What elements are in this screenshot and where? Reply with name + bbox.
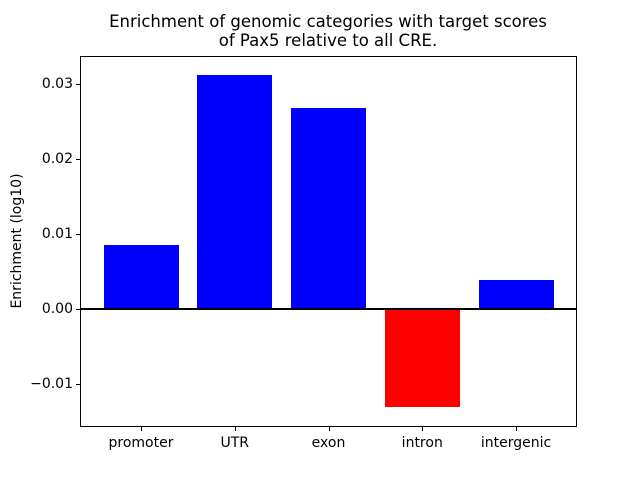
bar-intergenic xyxy=(478,279,554,309)
chart-title-line-2: of Pax5 relative to all CRE. xyxy=(218,30,438,50)
chart-title: Enrichment of genomic categories with ta… xyxy=(109,12,547,50)
bar-exon xyxy=(291,107,366,309)
zero-line xyxy=(81,308,576,310)
x-tick-mark xyxy=(516,427,517,431)
y-tick-label: 0.01 xyxy=(41,226,73,243)
chart-title-line-1: Enrichment of genomic categories with ta… xyxy=(109,12,547,31)
x-tick-label-intron: intron xyxy=(401,435,443,451)
x-tick-mark xyxy=(234,427,236,431)
x-tick-mark xyxy=(422,427,424,431)
plot-area xyxy=(80,56,577,427)
x-tick-label-promoter: promoter xyxy=(108,435,174,451)
y-tick-label: −0.01 xyxy=(30,375,73,392)
y-tick-mark xyxy=(76,309,80,310)
y-tick-label: 0.02 xyxy=(41,151,73,168)
y-tick-mark xyxy=(76,84,80,86)
x-tick-label-UTR: UTR xyxy=(220,435,250,451)
y-tick-mark xyxy=(76,383,80,385)
y-tick-mark xyxy=(76,234,80,236)
bar-intron xyxy=(384,309,460,408)
bar-UTR xyxy=(197,75,273,309)
y-tick-mark xyxy=(76,159,80,161)
bar-promoter xyxy=(103,244,179,309)
x-tick-mark xyxy=(328,427,330,431)
x-tick-mark xyxy=(141,427,142,431)
x-tick-label-exon: exon xyxy=(311,435,346,451)
y-tick-label: 0.00 xyxy=(41,301,73,317)
y-tick-label: 0.03 xyxy=(41,76,73,93)
x-tick-label-intergenic: intergenic xyxy=(480,435,552,451)
